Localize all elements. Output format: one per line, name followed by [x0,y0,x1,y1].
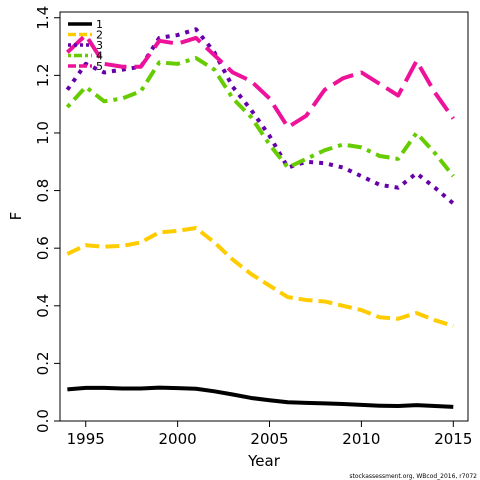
series-line-4 [65,56,455,178]
y-axis: 0.0 0.2 0.4 0.6 0.8 1.0 1.2 1.4 [34,6,61,433]
x-axis-title: Year [247,452,281,470]
x-tick-label: 2005 [250,430,288,448]
series-line-1 [67,385,454,409]
y-tick-label: 1.0 [34,121,52,145]
y-axis-title: F [7,212,25,221]
series-line-3 [65,27,455,206]
legend-label-1: 1 [96,18,103,31]
series-line-5 [65,33,455,130]
y-tick-label: 0.6 [34,236,52,260]
x-tick-label: 2015 [434,430,472,448]
y-tick-label: 1.4 [34,6,52,30]
credit-text: stockassessment.org, WBcod_2016, r7072 [349,473,477,480]
y-tick-label: 1.2 [34,63,52,87]
legend-label-4: 4 [96,50,103,63]
x-tick-label: 2000 [159,430,197,448]
y-tick-label: 0.2 [34,351,52,375]
series-line-2 [66,226,454,328]
x-tick-label: 1995 [67,430,105,448]
y-tick-label: 0.8 [34,179,52,203]
y-tick-label: 0.0 [34,409,52,433]
legend-label-2: 2 [96,29,103,42]
y-tick-label: 0.4 [34,294,52,318]
legend-label-3: 3 [96,39,103,52]
x-axis: 1995 2000 2005 2010 2015 [67,420,472,448]
series-lines [65,27,455,409]
x-tick-label: 2010 [342,430,380,448]
legend-label-5: 5 [96,60,103,73]
plot-frame [59,11,469,422]
